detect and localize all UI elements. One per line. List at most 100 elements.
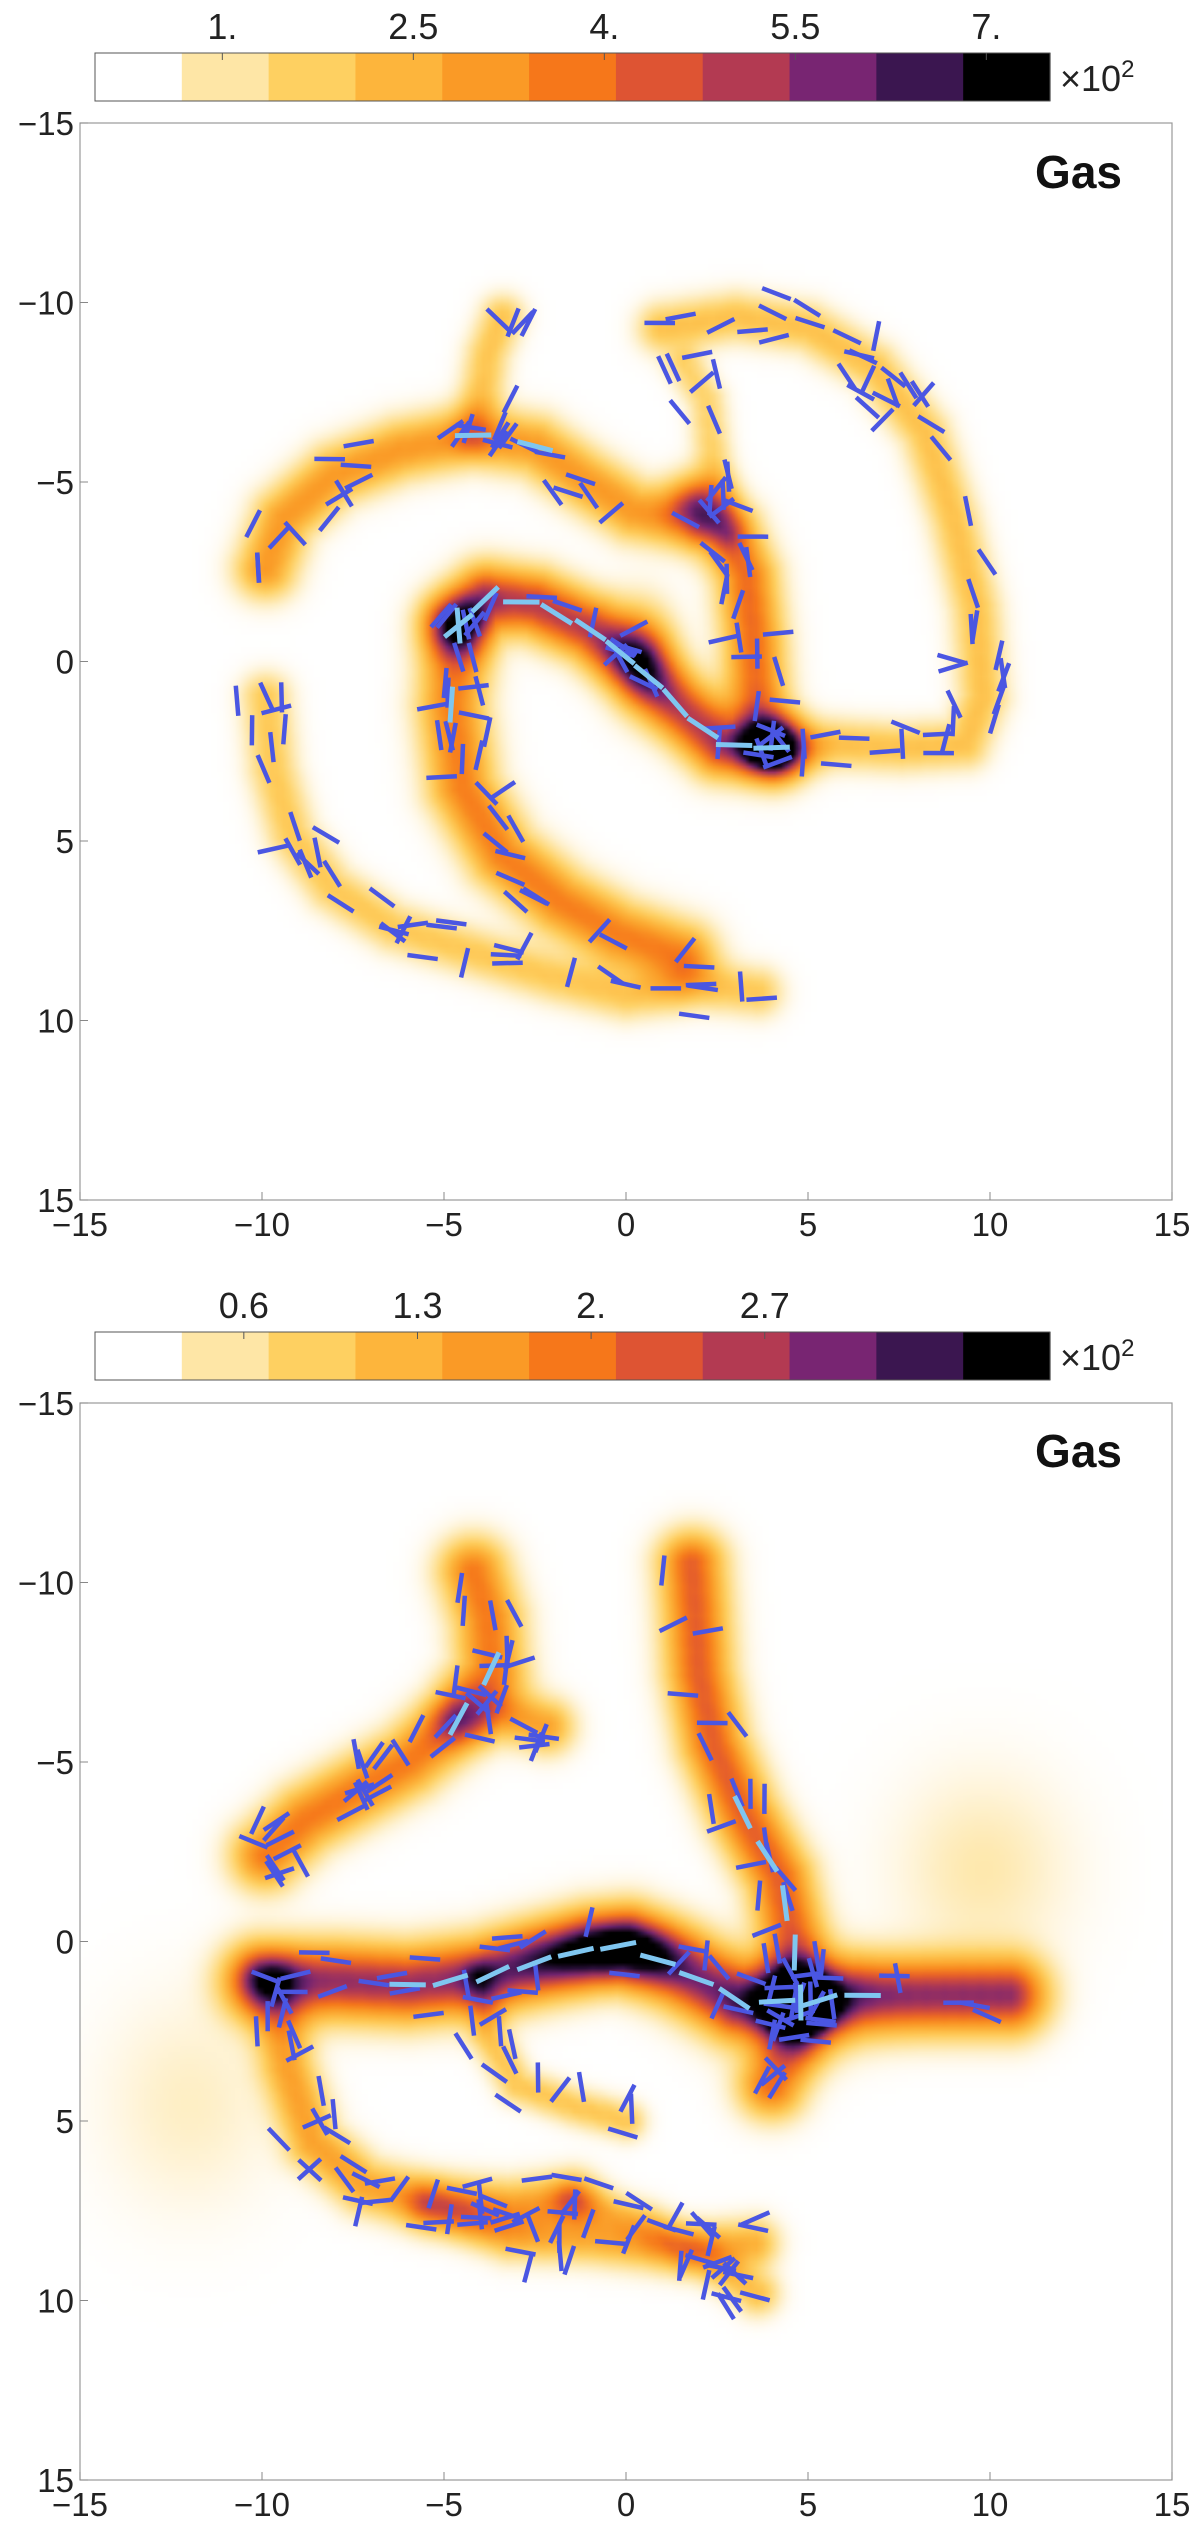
field-vector xyxy=(710,358,723,390)
field-vector xyxy=(388,2175,411,2203)
field-vector-strong xyxy=(791,1934,798,1971)
field-vector xyxy=(708,550,730,578)
field-vector xyxy=(740,2210,771,2227)
field-vector xyxy=(533,1723,549,1753)
field-vector xyxy=(458,710,490,721)
field-vector-strong xyxy=(604,639,636,666)
colorbar-swatch xyxy=(95,53,183,101)
field-vector xyxy=(475,1689,499,1716)
field-vector xyxy=(767,2019,778,2050)
field-vector xyxy=(689,2210,714,2237)
colorbar-tick-label: 2. xyxy=(576,1285,606,1326)
field-vector xyxy=(453,2032,474,2061)
colorbar-swatch xyxy=(355,1332,443,1380)
field-vector xyxy=(269,1976,282,2008)
field-vector xyxy=(365,1773,394,1794)
field-vector xyxy=(446,2185,478,2197)
field-vector xyxy=(759,2063,787,2087)
field-vector xyxy=(628,2093,635,2124)
colorbar-bottom: 0.6 1.3 2. 2.7 ×102 xyxy=(94,1285,1134,1381)
field-vector xyxy=(458,947,471,978)
field-vector xyxy=(363,1741,385,1769)
colorbar-swatch xyxy=(529,1332,617,1380)
field-vector xyxy=(609,636,638,658)
field-vector xyxy=(311,825,341,845)
y-tick-label: −5 xyxy=(36,1744,74,1781)
field-vector xyxy=(355,1748,370,1779)
field-vector xyxy=(497,422,519,450)
field-vector-strong xyxy=(447,686,456,723)
field-vector xyxy=(238,1834,269,1850)
field-vector-strong xyxy=(717,1986,751,2011)
field-vector-strong xyxy=(557,1945,595,1959)
field-vector xyxy=(482,591,499,622)
field-vector xyxy=(854,395,881,420)
field-vector xyxy=(909,380,931,408)
field-vector xyxy=(755,1880,763,1911)
field-vector xyxy=(244,509,262,539)
field-vector xyxy=(706,1793,716,1825)
field-vector xyxy=(423,2219,455,2226)
field-vector xyxy=(704,724,736,731)
colorbar-multiplier-base: ×10 xyxy=(1060,1337,1121,1378)
field-vector xyxy=(286,2030,297,2061)
field-vector xyxy=(458,682,489,691)
colorbar-multiplier-base: ×10 xyxy=(1060,58,1121,99)
field-vector xyxy=(743,750,774,760)
field-vector xyxy=(253,2016,260,2047)
field-vector xyxy=(291,1848,310,1878)
x-tick-label: −15 xyxy=(52,1206,108,1243)
colorbar-swatch xyxy=(442,1332,530,1380)
field-vector xyxy=(233,685,241,716)
field-vector xyxy=(326,893,355,914)
field-vector xyxy=(534,449,566,460)
field-vector xyxy=(743,546,753,578)
colorbar-swatch xyxy=(181,1332,270,1380)
field-vector xyxy=(487,1600,498,1631)
field-vector xyxy=(506,814,526,843)
field-vector xyxy=(594,2238,626,2247)
density-heatmap xyxy=(80,123,1172,1200)
field-vector xyxy=(619,619,649,638)
field-vector xyxy=(518,1741,550,1750)
field-vector xyxy=(443,720,456,752)
field-vector xyxy=(459,743,466,775)
colorbar-swatch xyxy=(268,1332,357,1380)
field-vector xyxy=(494,2092,522,2114)
field-vector xyxy=(333,2166,356,2194)
density-heatmap xyxy=(80,1403,1172,2480)
field-vector xyxy=(666,1950,691,1976)
field-vector xyxy=(436,419,465,441)
field-vector-strong xyxy=(475,1964,511,1985)
field-vector xyxy=(351,1738,362,1770)
colorbar-swatch xyxy=(181,53,270,101)
field-vector xyxy=(522,2252,535,2283)
y-tick-label: 5 xyxy=(56,823,74,860)
colorbar-tick-label: 0.6 xyxy=(219,1285,269,1326)
field-vector xyxy=(820,761,852,769)
field-vector-strong xyxy=(599,1939,637,1952)
field-vector xyxy=(618,2083,637,2113)
field-vector xyxy=(754,737,770,768)
field-vector xyxy=(752,690,762,722)
field-vector xyxy=(405,2222,437,2232)
field-vector xyxy=(336,1803,366,1823)
field-vector xyxy=(625,2190,654,2212)
field-vector xyxy=(339,2154,368,2175)
density-raster xyxy=(80,123,1172,1200)
field-vector xyxy=(493,942,525,955)
field-vector xyxy=(463,610,486,637)
field-vector xyxy=(413,2010,444,2020)
field-vector xyxy=(250,1969,282,1985)
field-vector xyxy=(491,1933,523,1941)
field-vector xyxy=(330,2098,338,2130)
field-vector xyxy=(322,859,343,888)
field-vector xyxy=(504,1655,536,1670)
field-vector xyxy=(368,886,396,909)
field-vector xyxy=(283,837,303,866)
field-vector xyxy=(607,2126,639,2140)
colorbar-swatch xyxy=(702,1332,791,1380)
field-vector xyxy=(390,1738,411,1767)
field-vector xyxy=(709,1989,727,2020)
field-vector xyxy=(394,915,413,945)
